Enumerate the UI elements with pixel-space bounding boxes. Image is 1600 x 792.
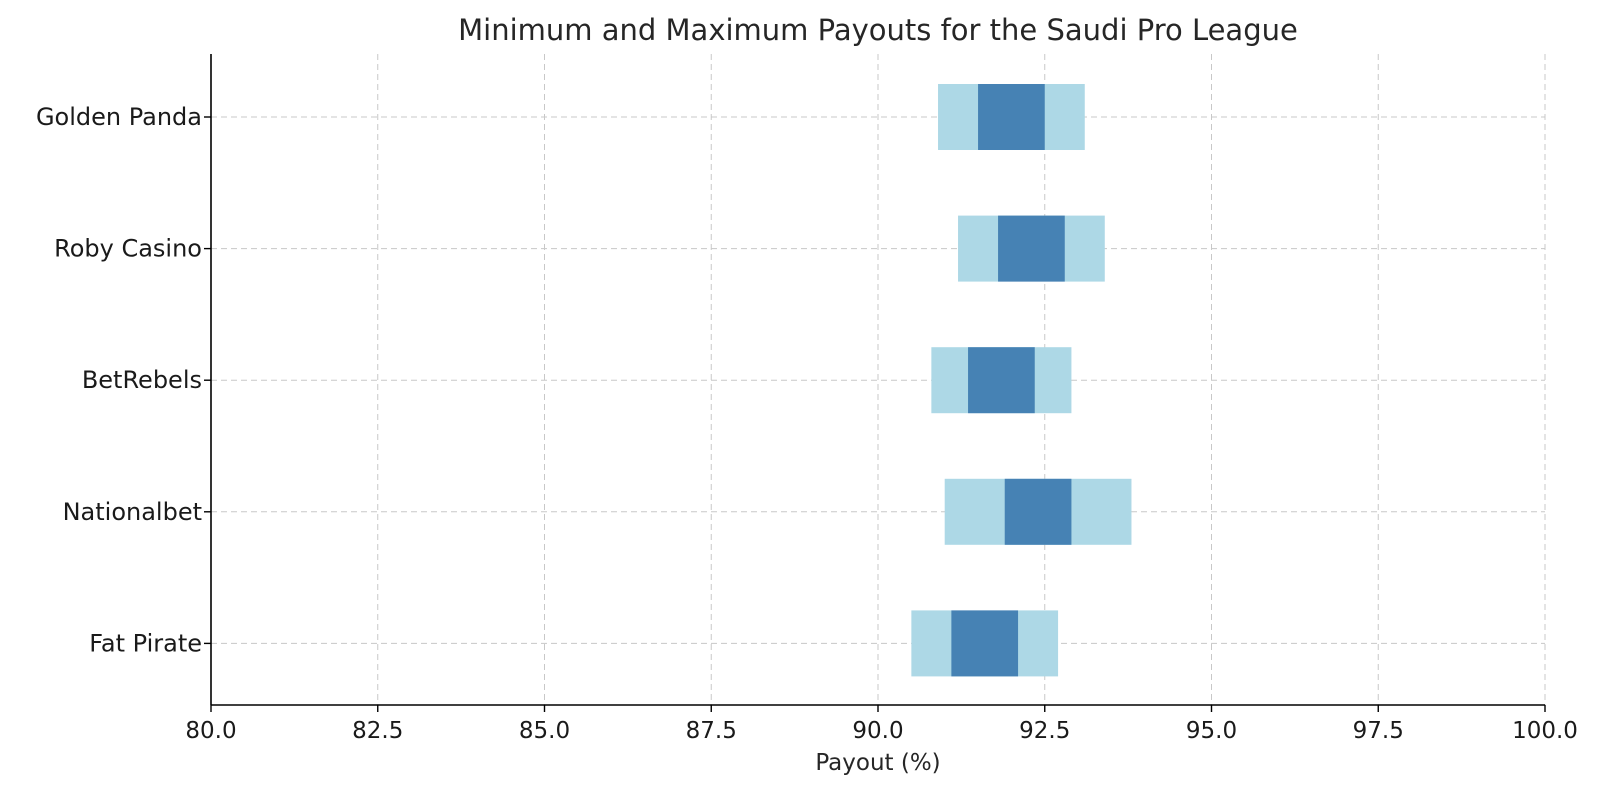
inner-range-bar <box>951 610 1019 677</box>
category-label: Golden Panda <box>36 103 202 131</box>
x-tick-label: 95.0 <box>1186 718 1237 744</box>
category-label: Roby Casino <box>54 235 202 263</box>
x-tick-label: 92.5 <box>1019 718 1070 744</box>
x-tick-label: 85.0 <box>519 718 570 744</box>
x-tick-label: 100.0 <box>1512 718 1578 744</box>
inner-range-bar <box>968 347 1035 414</box>
x-tick-label: 97.5 <box>1353 718 1404 744</box>
category-label: BetRebels <box>82 366 202 394</box>
x-tick-label: 90.0 <box>852 718 903 744</box>
label-layer: 80.0 82.5 85.0 87.5 90.0 92.5 95.0 97.5 100.0 Gol… <box>36 103 1578 744</box>
inner-range-bar <box>1004 478 1072 545</box>
grid-layer <box>210 54 1546 705</box>
axis-layer <box>204 54 1546 712</box>
inner-range-bar <box>998 215 1065 282</box>
x-axis-label: Payout (%) <box>815 750 940 776</box>
category-label: Nationalbet <box>63 498 202 526</box>
x-tick-label: 80.0 <box>185 718 236 744</box>
x-tick-label: 87.5 <box>686 718 737 744</box>
inner-range-bar <box>978 84 1045 150</box>
category-label: Fat Pirate <box>89 629 202 657</box>
bar-layer <box>911 84 1132 677</box>
chart-title: Minimum and Maximum Payouts for the Saud… <box>458 13 1298 47</box>
x-tick-label: 82.5 <box>352 718 403 744</box>
